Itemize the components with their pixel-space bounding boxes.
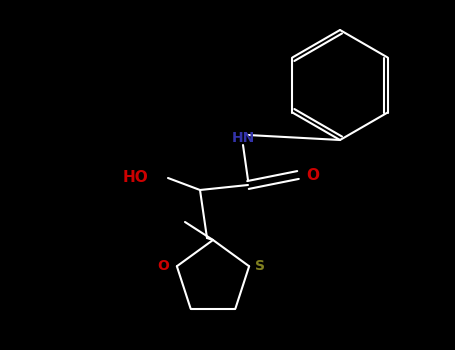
Text: HO: HO (122, 170, 148, 186)
Text: S: S (255, 259, 265, 273)
Text: O: O (306, 168, 319, 182)
Text: HN: HN (232, 131, 255, 145)
Text: O: O (157, 259, 169, 273)
